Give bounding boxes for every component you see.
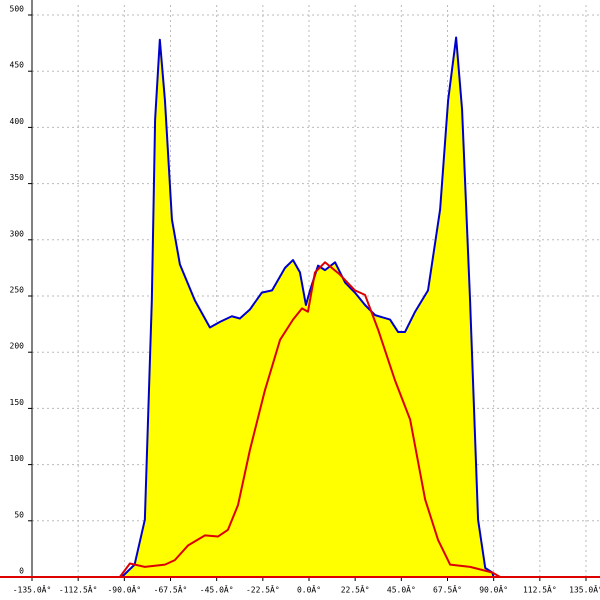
line (121, 36, 495, 578)
x-tick-label: 22.5Â° (341, 584, 370, 595)
x-tick-label: -90.0Â° (107, 584, 141, 595)
y-tick-label: 250 (10, 286, 25, 295)
x-tick-label: 0.0Â° (297, 584, 321, 595)
y-tick-label: 50 (14, 510, 24, 519)
x-tick-label: -45.0Â° (200, 584, 234, 595)
y-tick-label: 100 (10, 454, 25, 463)
y-tick-label: 500 (10, 5, 25, 14)
x-tick-label: -22.5Â° (246, 584, 280, 595)
y-tick-label: 0 (19, 567, 24, 576)
y-tick-label: 450 (10, 61, 25, 70)
y-tick-label: 200 (10, 342, 25, 351)
x-tick-label: 45.0Â° (387, 584, 416, 595)
y-tick-label: 300 (10, 229, 25, 238)
x-tick-label: 90.0Â° (479, 584, 508, 595)
x-tick-label: 67.5Â° (433, 584, 462, 595)
x-tick-label: -67.5Â° (154, 584, 188, 595)
y-tick-label: 350 (10, 173, 25, 182)
y-tick-label: 150 (10, 398, 25, 407)
x-tick-label: 135.0Â° (569, 584, 600, 595)
line (119, 261, 501, 578)
y-tick-label: 400 (10, 117, 25, 126)
x-tick-label: -112.5Â° (59, 584, 98, 595)
x-tick-label: -135.0Â° (13, 584, 52, 595)
x-tick-label: 112.5Â° (523, 584, 557, 595)
